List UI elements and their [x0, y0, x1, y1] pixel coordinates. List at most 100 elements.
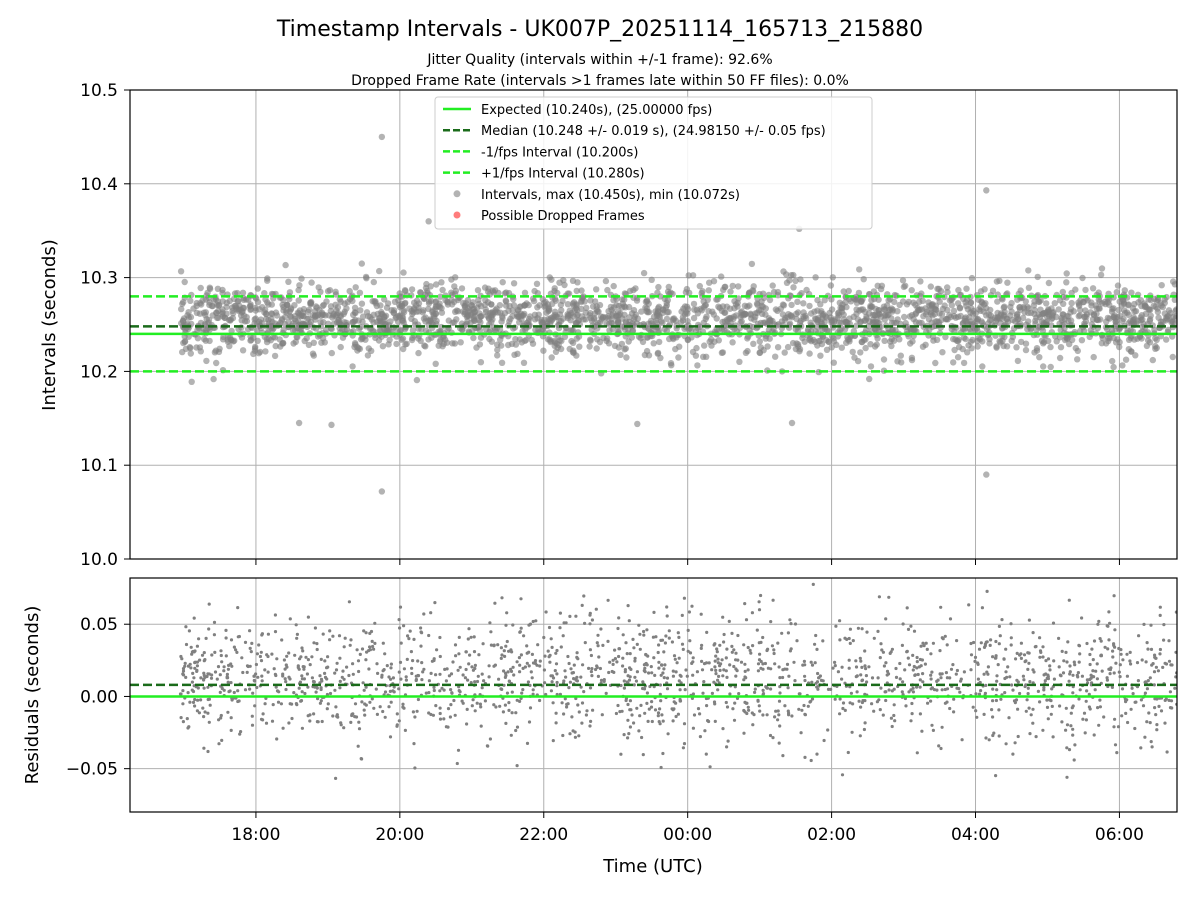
residual-point — [678, 673, 682, 677]
residual-point — [1004, 647, 1008, 651]
interval-point — [489, 316, 496, 323]
interval-point — [506, 302, 513, 310]
residual-point — [184, 642, 189, 647]
interval-point — [498, 342, 505, 349]
interval-point — [254, 337, 261, 344]
residual-point — [186, 691, 190, 695]
residual-point — [454, 654, 458, 658]
interval-point — [1144, 337, 1152, 344]
residual-point — [901, 622, 905, 626]
interval-point — [514, 306, 521, 313]
interval-point — [1167, 309, 1174, 317]
residual-point — [502, 649, 506, 653]
interval-point — [393, 340, 400, 348]
interval-point — [228, 336, 235, 344]
residual-point — [682, 722, 687, 726]
residual-point — [217, 742, 221, 746]
interval-point — [202, 309, 209, 316]
interval-point — [180, 339, 187, 347]
residual-point — [469, 681, 473, 685]
residual-point — [519, 626, 523, 630]
interval-point — [875, 296, 882, 303]
residual-point — [368, 645, 372, 649]
residual-point — [1016, 680, 1020, 684]
interval-point — [823, 346, 831, 353]
residual-point — [808, 700, 812, 704]
interval-point — [772, 353, 779, 360]
residual-point — [300, 674, 304, 678]
residual-point — [938, 649, 942, 653]
interval-point — [478, 313, 485, 320]
interval-point — [315, 284, 322, 291]
interval-point — [527, 313, 534, 320]
interval-point — [812, 274, 819, 281]
residual-point — [1099, 653, 1103, 657]
interval-point — [856, 266, 863, 273]
interval-point — [792, 277, 799, 285]
residual-point — [299, 655, 303, 659]
residual-point — [432, 685, 436, 690]
interval-point — [615, 318, 622, 326]
residual-point — [935, 688, 939, 692]
interval-point — [954, 300, 962, 307]
residual-point — [273, 630, 278, 634]
residual-point — [302, 667, 306, 671]
residual-point — [1067, 679, 1071, 683]
residual-point — [271, 703, 275, 707]
residual-point — [1173, 686, 1177, 690]
interval-point — [778, 318, 786, 325]
residual-point — [742, 731, 746, 735]
legend-label: Median (10.248 +/- 0.019 s), (24.98150 +… — [481, 124, 826, 139]
interval-point — [1004, 279, 1011, 286]
residual-point — [551, 701, 555, 705]
interval-point — [621, 326, 629, 333]
interval-point — [837, 319, 845, 327]
residual-point — [261, 712, 265, 716]
residual-point — [295, 703, 299, 707]
residual-point — [665, 687, 670, 691]
residual-point — [551, 676, 556, 680]
residual-point — [548, 653, 552, 657]
residual-point — [397, 670, 401, 674]
residual-point — [632, 721, 636, 725]
bottom-y-axis-label: Residuals (seconds) — [22, 606, 43, 785]
interval-point — [747, 311, 754, 318]
residual-point — [467, 627, 471, 631]
residual-point — [255, 652, 259, 656]
residual-point — [554, 711, 558, 715]
residual-point — [225, 672, 229, 676]
residual-point — [988, 643, 992, 648]
residual-point — [909, 624, 913, 628]
interval-point — [383, 327, 391, 334]
residual-point — [1087, 705, 1091, 709]
residual-point — [701, 691, 705, 695]
residual-point — [607, 670, 611, 675]
interval-point — [510, 280, 518, 287]
residual-point — [650, 671, 654, 675]
y-tick-label: 10.4 — [80, 175, 118, 195]
residual-point — [722, 640, 726, 644]
residual-point — [487, 675, 491, 679]
residual-point — [995, 674, 999, 678]
interval-point — [285, 278, 292, 285]
residual-point — [568, 680, 573, 684]
residual-point — [803, 712, 807, 716]
interval-point — [351, 304, 359, 311]
residual-point — [229, 716, 233, 720]
residual-point — [843, 708, 847, 713]
interval-point — [277, 343, 284, 350]
residual-point — [548, 660, 552, 664]
residual-point — [551, 739, 555, 743]
residual-point — [1135, 661, 1140, 665]
residual-point — [1099, 639, 1103, 643]
interval-point — [1060, 311, 1067, 318]
residual-point — [1065, 660, 1069, 664]
interval-point — [573, 352, 580, 359]
residual-point — [401, 705, 405, 709]
interval-point — [1162, 317, 1170, 324]
interval-point — [814, 296, 821, 304]
residual-point — [918, 685, 922, 689]
interval-point — [676, 343, 683, 350]
interval-point — [525, 301, 532, 309]
interval-point — [435, 342, 442, 349]
